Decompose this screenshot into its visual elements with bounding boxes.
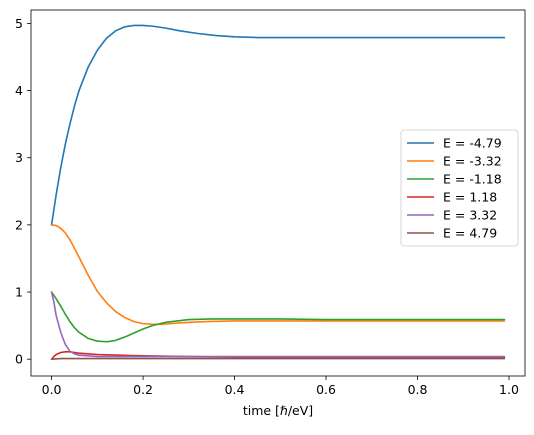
axes-frame: [30, 9, 526, 377]
series-line-6: [50, 357, 506, 361]
legend-entry-4: E = 1.18: [443, 190, 497, 205]
legend-entry-6: E = 4.79: [443, 226, 497, 241]
x-axis-label: time [ℏ/eV]: [243, 403, 313, 418]
x-tick-label: 0.0: [42, 382, 62, 397]
x-tick-label: 0.6: [316, 382, 336, 397]
x-tick-label: 1.0: [499, 382, 519, 397]
y-tick-label: 3: [15, 150, 23, 165]
series-line-2: [50, 224, 506, 326]
y-tick-label: 1: [15, 285, 23, 300]
y-tick-label: 5: [15, 16, 23, 31]
x-tick-label: 0.2: [133, 382, 153, 397]
legend-box: [400, 129, 519, 247]
legend-entry-1: E = -4.79: [443, 136, 502, 151]
x-axis-ticks: 0.0 0.2 0.4 0.6 0.8 1.0: [42, 376, 519, 397]
series-line-1: [50, 24, 506, 226]
legend: E = -4.79 E = -3.32 E = -1.18 E = 1.18 E = 3…: [400, 129, 519, 247]
y-axis-ticks: 0 1 2 3 4 5: [15, 16, 31, 367]
y-tick-label: 2: [15, 217, 23, 232]
legend-entry-3: E = -1.18: [443, 172, 502, 187]
legend-entry-5: E = 3.32: [443, 208, 497, 223]
x-tick-label: 0.8: [408, 382, 428, 397]
x-tick-label: 0.4: [225, 382, 245, 397]
series-line-5: [50, 291, 506, 358]
legend-entry-2: E = -3.32: [443, 154, 502, 169]
series-line-3: [50, 291, 506, 343]
y-tick-label: 4: [15, 83, 23, 98]
series-layer: [50, 24, 506, 361]
y-tick-label: 0: [15, 352, 23, 367]
